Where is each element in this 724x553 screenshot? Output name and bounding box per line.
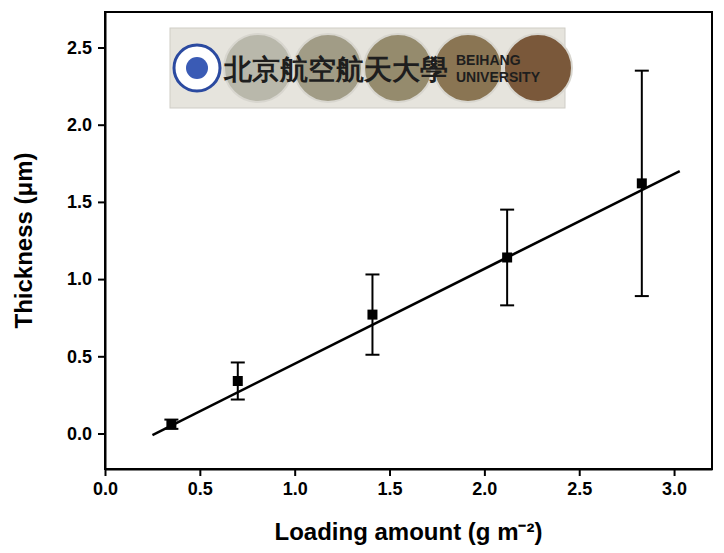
y-tick: 0.5 bbox=[67, 347, 105, 367]
x-tick-mark bbox=[484, 469, 486, 476]
error-bar-cap bbox=[635, 70, 649, 72]
inset-membrane bbox=[504, 34, 572, 102]
x-tick-mark bbox=[674, 469, 676, 476]
error-bar-cap bbox=[365, 273, 379, 275]
x-tick-mark bbox=[579, 469, 581, 476]
x-tick: 2.5 bbox=[567, 469, 592, 499]
y-tick: 0.0 bbox=[67, 424, 105, 444]
x-tick-label: 2.0 bbox=[472, 479, 497, 499]
x-tick-mark bbox=[294, 469, 296, 476]
y-tick: 2.5 bbox=[67, 38, 105, 58]
x-tick: 2.0 bbox=[472, 469, 497, 499]
y-tick: 1.0 bbox=[67, 269, 105, 289]
x-tick: 0.0 bbox=[93, 469, 118, 499]
y-tick: 1.5 bbox=[67, 192, 105, 212]
x-axis-line bbox=[106, 469, 713, 471]
data-point bbox=[367, 310, 377, 320]
y-axis-title: Thickness (μm) bbox=[10, 152, 37, 328]
x-tick: 1.5 bbox=[378, 469, 403, 499]
inset-photo: 北京航空航天大學 BEIHANGUNIVERSITY bbox=[170, 28, 572, 108]
inset-text: BEIHANG bbox=[456, 52, 521, 68]
error-bar-cap bbox=[365, 354, 379, 356]
x-tick-mark bbox=[199, 469, 201, 476]
inset-text: 北京航空航天大學 bbox=[223, 53, 448, 86]
x-tick-label: 3.0 bbox=[662, 479, 687, 499]
y-tick-label: 2.0 bbox=[67, 115, 92, 135]
y-tick-mark bbox=[98, 356, 105, 358]
x-axis: 0.0 0.5 1.0 1.5 2.0 2.5 3.0 bbox=[93, 469, 713, 499]
x-tick-label: 1.5 bbox=[378, 479, 403, 499]
y-axis-line bbox=[105, 13, 107, 470]
x-tick-mark bbox=[389, 469, 391, 476]
error-bar-cap bbox=[500, 304, 514, 306]
y-tick: 2.0 bbox=[67, 115, 105, 135]
x-tick-label: 0.5 bbox=[188, 479, 213, 499]
inset-logo bbox=[174, 45, 220, 91]
data-point bbox=[233, 376, 243, 386]
error-bar-cap bbox=[231, 399, 245, 401]
y-tick-label: 0.0 bbox=[67, 424, 92, 444]
x-tick-label: 2.5 bbox=[567, 479, 592, 499]
x-tick: 3.0 bbox=[662, 469, 687, 499]
y-tick-mark bbox=[98, 47, 105, 49]
x-tick: 1.0 bbox=[283, 469, 308, 499]
chart: 0.0 0.5 1.0 1.5 2.0 2.5 3.0 0.0 0.5 1.0 1.5 2.0 2.5 L… bbox=[0, 0, 724, 553]
inset-text: UNIVERSITY bbox=[456, 69, 541, 85]
plot-frame bbox=[105, 12, 712, 469]
x-tick-label: 0.0 bbox=[93, 479, 118, 499]
error-bar-cap bbox=[231, 361, 245, 363]
y-tick-mark bbox=[98, 433, 105, 435]
y-tick-label: 1.5 bbox=[67, 192, 92, 212]
y-tick-label: 0.5 bbox=[67, 347, 92, 367]
y-axis: 0.0 0.5 1.0 1.5 2.0 2.5 bbox=[67, 13, 106, 470]
fit-line bbox=[152, 171, 679, 435]
inset-logo-center bbox=[186, 57, 208, 79]
y-tick-label: 2.5 bbox=[67, 38, 92, 58]
y-tick-mark bbox=[98, 279, 105, 281]
error-bar-cap bbox=[500, 209, 514, 211]
x-tick: 0.5 bbox=[188, 469, 213, 499]
x-axis-title: Loading amount (g m⁻²) bbox=[275, 518, 543, 545]
x-tick-label: 1.0 bbox=[283, 479, 308, 499]
error-bar bbox=[635, 71, 649, 296]
y-tick-label: 1.0 bbox=[67, 269, 92, 289]
x-tick-mark bbox=[105, 469, 107, 476]
y-tick-mark bbox=[98, 124, 105, 126]
error-bar-cap bbox=[635, 295, 649, 297]
error-bar bbox=[365, 274, 379, 354]
plot-marks bbox=[152, 71, 679, 435]
y-tick-mark bbox=[98, 201, 105, 203]
